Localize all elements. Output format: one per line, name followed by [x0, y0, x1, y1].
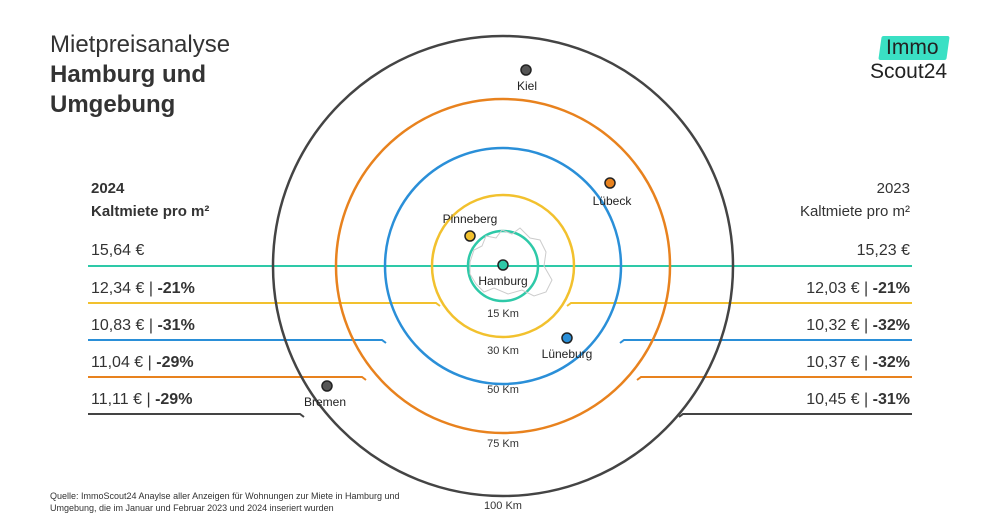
left-row-change: -29%	[156, 354, 194, 371]
left-year: 2024	[91, 180, 125, 197]
ring-label-75km: 75 Km	[487, 438, 519, 450]
connector-line-100km	[88, 413, 305, 418]
hamburg-outline	[469, 227, 553, 297]
left-row-value: 11,11 € |	[91, 391, 156, 408]
right-row-change: -32%	[872, 317, 910, 334]
city-marker-hamburg	[497, 259, 509, 271]
ring-75km	[334, 97, 672, 435]
city-marker-kiel	[520, 64, 532, 76]
city-marker-luebeck	[604, 177, 616, 189]
page-title-line3: Umgebung	[50, 91, 176, 118]
right-row-value: 10,45 € |	[806, 391, 873, 408]
city-label-bremen: Bremen	[304, 395, 346, 409]
left-row-30km: 12,34 € | -21%	[91, 280, 195, 298]
city-label-lueneburg: Lüneburg	[542, 347, 593, 361]
right-year: 2023	[876, 180, 910, 197]
city-luebeck: Lübeck	[593, 177, 633, 208]
city-label-kiel: Kiel	[517, 79, 537, 93]
page-title-line1: Mietpreisanalyse	[50, 31, 231, 58]
page-title-line2: Hamburg und	[50, 61, 206, 88]
city-kiel: Kiel	[517, 64, 537, 93]
connector-line-100km-right	[678, 413, 912, 418]
left-row-50km: 10,83 € | -31%	[91, 317, 195, 335]
right-row-change: -21%	[872, 280, 910, 297]
right-row-change: -31%	[872, 391, 910, 408]
city-label-pinneberg: Pinneberg	[443, 212, 498, 226]
right-row-30km: 12,03 € | -21%	[806, 280, 910, 298]
right-row-50km: 10,32 € | -32%	[806, 317, 910, 335]
ring-100km	[271, 34, 735, 498]
left-row-value: 10,83 € |	[91, 317, 158, 334]
right-row-value: 10,32 € |	[806, 317, 873, 334]
ring-label-15km: 15 Km	[487, 308, 519, 320]
connector-line-50km	[88, 339, 387, 344]
left-row-100km: 11,11 € | -29%	[91, 391, 192, 409]
ring-label-100km: 100 Km	[484, 500, 522, 512]
connector-line-30km-right	[566, 302, 912, 307]
connector-line-30km	[88, 302, 441, 307]
left-row-value: 11,04 € |	[91, 354, 157, 371]
left-row-change: -21%	[157, 280, 195, 297]
city-bremen: Bremen	[304, 380, 346, 409]
ring-50km	[383, 146, 623, 386]
source-footnote: Quelle: ImmoScout24 Anaylse aller Anzeig…	[50, 491, 400, 513]
left-row-change: -31%	[157, 317, 195, 334]
ring-15km	[466, 229, 540, 303]
city-lueneburg: Lüneburg	[542, 332, 593, 361]
logo-text-top: Immo	[886, 36, 939, 59]
right-subtitle: Kaltmiete pro m²	[799, 203, 910, 220]
connector-line-50km-right	[619, 339, 912, 344]
city-label-hamburg: Hamburg	[478, 274, 527, 288]
right-row-value: 12,03 € |	[806, 280, 873, 297]
left-row-75km: 11,04 € | -29%	[91, 354, 194, 372]
left-row-value: 15,64 €	[91, 242, 145, 259]
city-marker-pinneberg	[464, 230, 476, 242]
ring-30km	[430, 193, 576, 339]
left-row-value: 12,34 € |	[91, 280, 158, 297]
left-subtitle: Kaltmiete pro m²	[91, 203, 210, 220]
right-row-change: -32%	[872, 354, 910, 371]
left-row-15km: 15,64 €	[91, 242, 144, 260]
connector-line-75km	[88, 376, 367, 381]
right-row-100km: 10,45 € | -31%	[806, 391, 910, 409]
right-row-75km: 10,37 € | -32%	[806, 354, 910, 372]
city-marker-lueneburg	[561, 332, 573, 344]
left-row-change: -29%	[155, 391, 193, 408]
logo-text-bottom: Scout24	[870, 60, 948, 83]
right-row-value: 15,23 €	[856, 242, 910, 259]
city-pinneberg: Pinneberg	[443, 212, 498, 242]
city-label-luebeck: Lübeck	[593, 194, 633, 208]
right-row-15km: 15,23 €	[857, 242, 910, 260]
city-hamburg: Hamburg	[478, 259, 528, 288]
ring-label-50km: 50 Km	[487, 384, 519, 396]
ring-label-30km: 30 Km	[487, 345, 519, 357]
city-marker-bremen	[321, 380, 333, 392]
right-row-value: 10,37 € |	[806, 354, 873, 371]
connector-line-75km-right	[636, 376, 912, 381]
